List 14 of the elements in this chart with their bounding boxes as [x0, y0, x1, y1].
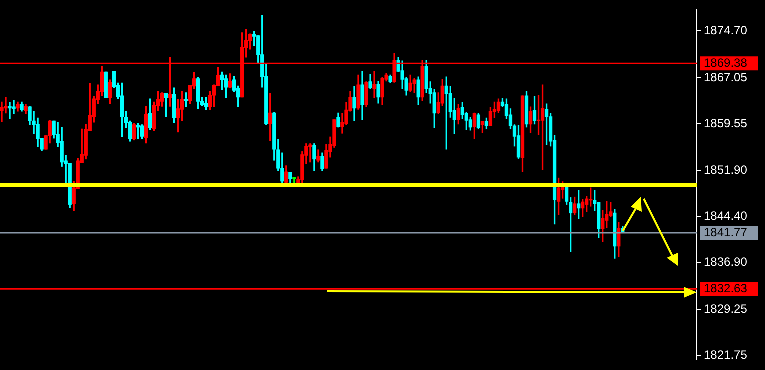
ref-line-label: 1869.38 [704, 56, 748, 70]
y-tick-label: 1859.55 [704, 116, 748, 130]
y-tick-label: 1836.90 [704, 255, 748, 270]
candlestick [372, 71, 376, 98]
candlestick [8, 102, 12, 120]
candlestick [308, 144, 312, 163]
y-tick-label: 1844.40 [704, 209, 748, 224]
y-tick-label: 1821.75 [704, 348, 748, 362]
ref-line-label: 1832.63 [704, 281, 748, 296]
ref-line-label: 1841.77 [704, 225, 748, 240]
y-tick-label: 1829.25 [704, 302, 748, 316]
y-tick-label: 1851.90 [704, 163, 748, 178]
y-tick-label: 1867.05 [704, 70, 748, 84]
y-tick-label: 1874.70 [704, 23, 748, 38]
